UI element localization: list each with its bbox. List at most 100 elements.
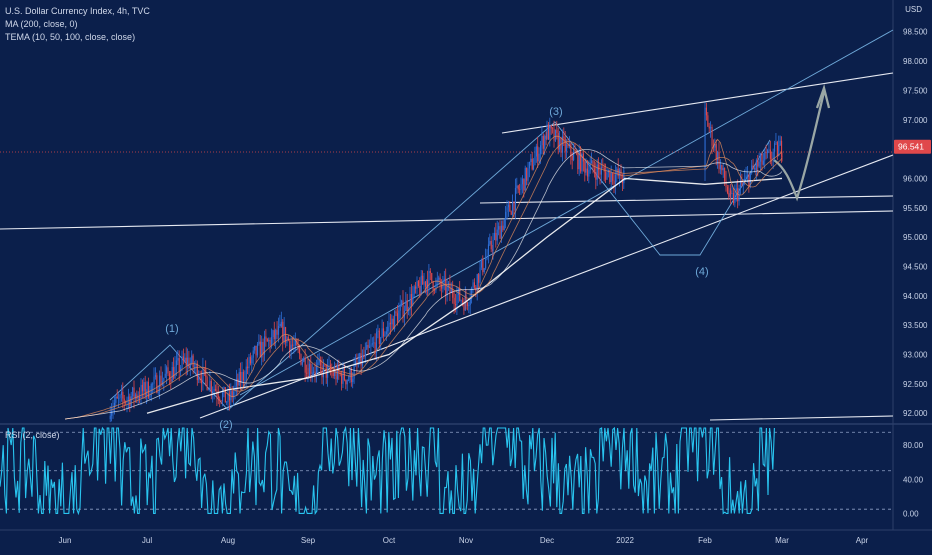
candle-body xyxy=(115,396,117,403)
candle-body xyxy=(745,175,747,179)
candle-body xyxy=(409,294,411,310)
candle-body xyxy=(619,169,621,177)
candle-body xyxy=(125,402,127,403)
candle-body xyxy=(600,167,602,175)
candle-body xyxy=(328,364,330,366)
candle-body xyxy=(332,372,334,376)
candle-body xyxy=(178,358,180,372)
candle-body xyxy=(226,401,228,403)
axes[interactable]: 92.000 92.500 93.000 93.500 94.000 94.500 95.0… xyxy=(59,28,931,545)
price-tick-label: 97.000 xyxy=(903,116,928,125)
candle-body xyxy=(528,161,530,169)
candle-body xyxy=(500,225,502,239)
wave-label: (3) xyxy=(549,106,562,118)
candle-body xyxy=(245,366,247,381)
candle-body xyxy=(146,381,148,394)
candle-body xyxy=(595,172,597,180)
candle-body xyxy=(546,124,548,139)
candle-body xyxy=(311,372,313,374)
candle-body xyxy=(401,300,403,305)
ma-legend[interactable]: MA (200, close, 0) xyxy=(5,19,78,29)
candle-body xyxy=(378,330,380,345)
candle-body xyxy=(498,226,500,230)
candle-body xyxy=(534,156,536,166)
candle-body xyxy=(209,380,211,390)
tema-legend[interactable]: TEMA (10, 50, 100, close, close) xyxy=(5,32,136,42)
candle-body xyxy=(389,322,391,325)
rsi-legend[interactable]: RSI (2, close) xyxy=(5,430,60,440)
candle-body xyxy=(550,125,552,129)
tema-line xyxy=(64,135,783,420)
candle-body xyxy=(380,337,382,345)
currency-label[interactable]: USD xyxy=(905,5,922,14)
candle-body xyxy=(708,126,710,129)
candle-body xyxy=(520,184,522,190)
current-price-label: 96.541 xyxy=(898,142,924,152)
forecast-arrow xyxy=(773,91,826,202)
candle-body xyxy=(422,275,424,285)
candle-body xyxy=(493,232,495,241)
candle-body xyxy=(435,280,437,291)
candle-body xyxy=(549,125,551,140)
candle-body xyxy=(547,124,549,140)
candle-body xyxy=(396,313,398,323)
candle-body xyxy=(230,390,232,401)
candle-body xyxy=(427,280,429,289)
candle-body xyxy=(140,384,142,399)
candle-body xyxy=(566,144,568,152)
candle-body xyxy=(149,396,151,398)
trendline xyxy=(709,415,894,421)
candle-body xyxy=(220,400,222,402)
rsi-line xyxy=(0,425,775,516)
candle-body xyxy=(392,318,394,330)
candle-body xyxy=(127,396,129,400)
symbol-title[interactable]: U.S. Dollar Currency Index, 4h, TVC xyxy=(5,6,150,16)
candle-body xyxy=(265,336,267,339)
candle-body xyxy=(349,369,351,380)
candle-body xyxy=(428,271,430,289)
candle-body xyxy=(778,145,780,157)
candle-body xyxy=(235,378,237,386)
candle-body xyxy=(133,387,135,399)
candle-body xyxy=(527,168,529,181)
candle-body xyxy=(261,341,263,358)
candle-body xyxy=(431,272,433,282)
candle-body xyxy=(752,165,754,170)
candle-body xyxy=(153,376,155,384)
candle-body xyxy=(228,392,230,401)
candle-body xyxy=(194,367,196,368)
candle-body xyxy=(769,149,771,159)
candle-body xyxy=(195,363,197,368)
candle-body xyxy=(490,240,492,250)
candle-body xyxy=(453,297,455,305)
candle-body xyxy=(519,189,521,191)
candle-body xyxy=(459,288,461,301)
candle-body xyxy=(483,268,485,273)
candle-body xyxy=(188,357,190,368)
candle-body xyxy=(119,395,121,399)
candle-body xyxy=(761,153,763,165)
candle-body xyxy=(123,398,125,403)
candle-body xyxy=(370,344,372,347)
candle-body xyxy=(462,300,464,303)
candle-body xyxy=(503,219,505,231)
candle-body xyxy=(609,170,611,183)
wave-label: (4) xyxy=(695,266,708,278)
price-tick-label: 98.000 xyxy=(903,57,928,66)
candle-body xyxy=(476,274,478,291)
price-tick-label: 92.500 xyxy=(903,380,928,389)
candle-body xyxy=(603,167,605,172)
tema-line xyxy=(64,141,783,420)
candle-body xyxy=(293,345,295,346)
candle-body xyxy=(255,345,257,356)
candle-body xyxy=(329,364,331,372)
candle-body xyxy=(764,152,766,161)
candle-body xyxy=(563,136,565,139)
candle-body xyxy=(231,390,233,398)
candle-body xyxy=(322,364,324,378)
candle-body xyxy=(352,378,354,383)
current-price-tag xyxy=(894,139,931,154)
candle-body xyxy=(478,274,480,283)
